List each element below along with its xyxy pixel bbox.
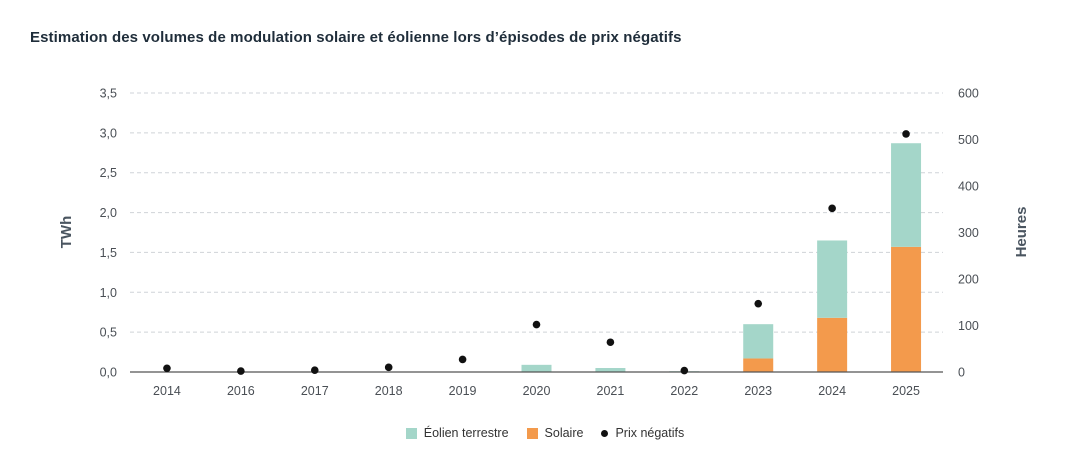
- x-tick-label: 2024: [818, 384, 846, 398]
- legend-label-eolien: Éolien terrestre: [423, 426, 509, 440]
- legend-label-prix: Prix négatifs: [615, 426, 685, 440]
- price-point: [606, 338, 615, 347]
- y-tick-label: 2,0: [100, 206, 117, 220]
- bar-eolien: [891, 143, 922, 247]
- y2-tick-label: 0: [958, 366, 965, 380]
- chart-title: Estimation des volumes de modulation sol…: [30, 29, 682, 46]
- y-tick-label: 0,0: [100, 366, 117, 380]
- price-point: [384, 363, 393, 372]
- y-tick-label: 2,5: [100, 166, 117, 180]
- x-tick-label: 2020: [523, 384, 551, 398]
- x-tick-label: 2019: [449, 384, 477, 398]
- y-axis-ticks: 0,0 0,5 1,0 1,5 2,0 2,5 3,0 3,5: [100, 87, 117, 380]
- bar-solaire: [891, 246, 922, 372]
- y2-tick-label: 600: [958, 87, 979, 101]
- y-tick-label: 1,5: [100, 246, 117, 260]
- legend-swatch-eolien: [405, 427, 417, 439]
- gridlines: [130, 92, 943, 333]
- bar-eolien: [817, 240, 848, 318]
- y2-tick-label: 500: [958, 133, 979, 147]
- legend-item-eolien: Éolien terrestre: [405, 426, 509, 440]
- bar-eolien: [595, 368, 626, 372]
- chart-area: 0,0 0,5 1,0 1,5 2,0 2,5 3,0 3,5 0 100 200 300 400 50…: [58, 87, 1030, 399]
- bar-eolien: [743, 324, 774, 359]
- bar-solaire: [817, 317, 848, 372]
- legend-item-prix: Prix négatifs: [601, 426, 684, 440]
- bar-solaire: [743, 358, 774, 372]
- x-tick-label: 2018: [375, 384, 403, 398]
- y-axis-title: TWh: [58, 216, 75, 248]
- price-dots: [163, 130, 910, 375]
- legend-dot-prix: [601, 429, 609, 437]
- price-point: [458, 355, 467, 364]
- y2-tick-label: 100: [958, 319, 979, 333]
- x-axis-ticks: 2014 2016 2017 2018 2019 2020 2021 2022 2023 2024…: [153, 384, 920, 398]
- price-point: [310, 366, 319, 374]
- price-point: [828, 204, 836, 213]
- legend-swatch-solaire: [526, 427, 538, 439]
- price-point: [532, 320, 541, 329]
- y-tick-label: 3,5: [100, 87, 117, 101]
- x-tick-label: 2014: [153, 384, 181, 398]
- y2-tick-label: 200: [958, 273, 979, 287]
- y2-tick-label: 300: [958, 226, 979, 240]
- y-tick-label: 1,0: [100, 286, 117, 300]
- x-tick-label: 2025: [892, 384, 920, 398]
- x-tick-label: 2016: [227, 384, 255, 398]
- x-tick-label: 2022: [670, 384, 698, 398]
- legend-label-solaire: Solaire: [544, 426, 584, 440]
- y2-axis-title: Heures: [1013, 207, 1030, 258]
- y2-tick-label: 400: [958, 180, 979, 194]
- x-tick-label: 2017: [301, 384, 329, 398]
- y2-axis-ticks: 0 100 200 300 400 500 600: [958, 87, 979, 380]
- y-tick-label: 0,5: [100, 326, 117, 340]
- price-point: [163, 364, 171, 373]
- x-tick-label: 2023: [744, 384, 772, 398]
- price-point: [680, 366, 689, 375]
- y-tick-label: 3,0: [100, 126, 117, 140]
- bars: [521, 143, 922, 372]
- legend-item-solaire: Solaire: [526, 426, 584, 440]
- price-point: [754, 299, 763, 308]
- price-point: [237, 367, 245, 375]
- bar-eolien: [521, 364, 552, 372]
- x-tick-label: 2021: [597, 384, 625, 398]
- price-point: [902, 130, 910, 138]
- legend: Éolien terrestre Solaire Prix négatifs: [0, 426, 1090, 440]
